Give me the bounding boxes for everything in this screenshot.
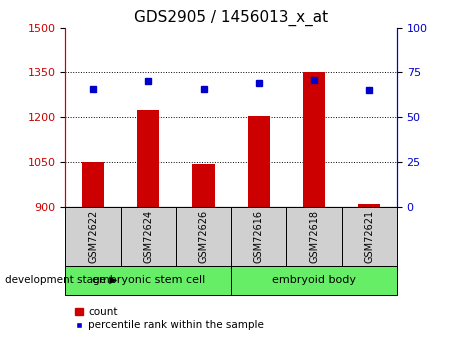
Bar — [176, 207, 231, 266]
Legend: count, percentile rank within the sample: count, percentile rank within the sample — [71, 303, 268, 335]
Text: GSM72624: GSM72624 — [143, 210, 153, 263]
Text: embryoid body: embryoid body — [272, 275, 356, 285]
Text: GSM72616: GSM72616 — [254, 210, 264, 263]
Bar — [286, 207, 342, 266]
Bar — [358, 204, 380, 207]
Text: GSM72621: GSM72621 — [364, 210, 374, 263]
Text: development stage ▶: development stage ▶ — [5, 275, 117, 285]
Bar — [65, 266, 231, 295]
Bar — [342, 207, 397, 266]
Bar — [231, 207, 286, 266]
Title: GDS2905 / 1456013_x_at: GDS2905 / 1456013_x_at — [134, 10, 328, 26]
Text: embryonic stem cell: embryonic stem cell — [92, 275, 205, 285]
Bar — [137, 110, 159, 207]
Text: GSM72626: GSM72626 — [198, 210, 208, 263]
Text: GSM72618: GSM72618 — [309, 210, 319, 263]
Bar — [121, 207, 176, 266]
Text: GSM72622: GSM72622 — [88, 210, 98, 263]
Bar — [248, 116, 270, 207]
Bar — [231, 266, 397, 295]
Bar — [65, 207, 121, 266]
Bar — [193, 164, 215, 207]
Bar — [82, 162, 104, 207]
Bar — [303, 72, 325, 207]
